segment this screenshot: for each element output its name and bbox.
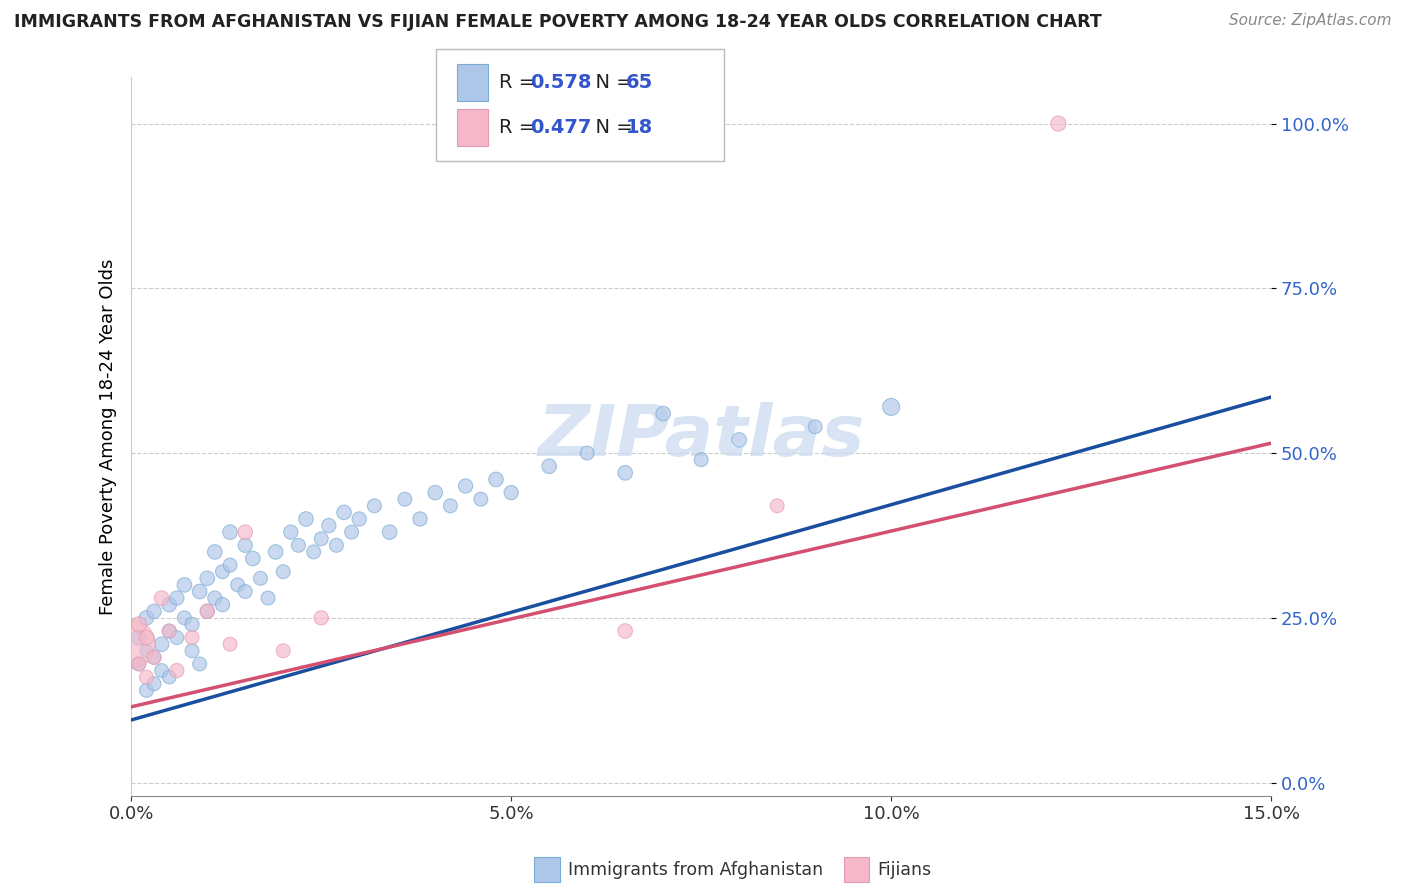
Point [233, 584, 256, 599]
Point [157, 624, 180, 638]
Point [880, 400, 903, 414]
Point [485, 472, 508, 486]
Point [120, 637, 142, 651]
Point [211, 565, 233, 579]
Point [690, 452, 713, 467]
Point [340, 525, 363, 540]
Text: Fijians: Fijians [877, 861, 931, 879]
Text: IMMIGRANTS FROM AFGHANISTAN VS FIJIAN FEMALE POVERTY AMONG 18-24 YEAR OLDS CORRE: IMMIGRANTS FROM AFGHANISTAN VS FIJIAN FE… [14, 13, 1102, 31]
Point [195, 604, 218, 618]
Point [242, 551, 264, 566]
Point [309, 532, 332, 546]
Point [378, 525, 401, 540]
Point [538, 459, 561, 474]
Text: N =: N = [583, 118, 640, 136]
Point [454, 479, 477, 493]
Point [576, 446, 599, 460]
Point [394, 492, 416, 507]
Point [766, 499, 789, 513]
Point [233, 525, 256, 540]
Point [728, 433, 751, 447]
Point [157, 624, 180, 638]
Text: 65: 65 [626, 73, 652, 92]
Text: 0.578: 0.578 [530, 73, 592, 92]
Point [295, 512, 318, 526]
Point [226, 578, 249, 592]
Point [195, 604, 218, 618]
Point [128, 657, 150, 671]
Point [501, 485, 523, 500]
Point [150, 637, 173, 651]
Point [211, 598, 233, 612]
Point [333, 505, 356, 519]
Point [135, 611, 157, 625]
Point [181, 631, 204, 645]
Point [347, 512, 370, 526]
Point [309, 611, 332, 625]
Point [280, 525, 302, 540]
Point [302, 545, 325, 559]
Text: Source: ZipAtlas.com: Source: ZipAtlas.com [1229, 13, 1392, 29]
Point [1047, 117, 1070, 131]
Point [166, 631, 188, 645]
Point [135, 683, 157, 698]
Point [157, 598, 180, 612]
Point [425, 485, 447, 500]
Point [188, 657, 211, 671]
Text: 0.477: 0.477 [530, 118, 592, 136]
Point [143, 650, 166, 665]
Point [135, 644, 157, 658]
Point [166, 664, 188, 678]
Point [143, 650, 166, 665]
Point [166, 591, 188, 605]
Point [257, 591, 280, 605]
Text: R =: R = [499, 118, 541, 136]
Point [439, 499, 461, 513]
Text: N =: N = [583, 73, 640, 92]
Point [249, 571, 271, 585]
Point [233, 538, 256, 552]
Y-axis label: Female Poverty Among 18-24 Year Olds: Female Poverty Among 18-24 Year Olds [100, 259, 117, 615]
Text: R =: R = [499, 73, 541, 92]
Point [271, 565, 294, 579]
Point [264, 545, 287, 559]
Point [143, 604, 166, 618]
Point [181, 644, 204, 658]
Point [195, 571, 218, 585]
Point [181, 617, 204, 632]
Point [409, 512, 432, 526]
Text: 18: 18 [626, 118, 652, 136]
Point [150, 664, 173, 678]
Point [363, 499, 385, 513]
Point [219, 637, 242, 651]
Point [614, 624, 637, 638]
Point [470, 492, 492, 507]
Text: ZIPatlas: ZIPatlas [537, 402, 865, 471]
Point [325, 538, 347, 552]
Point [128, 617, 150, 632]
Point [219, 525, 242, 540]
Point [271, 644, 294, 658]
Point [204, 545, 226, 559]
Point [150, 591, 173, 605]
Point [804, 419, 827, 434]
Point [128, 631, 150, 645]
Point [652, 407, 675, 421]
Point [204, 591, 226, 605]
Point [143, 677, 166, 691]
Text: Immigrants from Afghanistan: Immigrants from Afghanistan [568, 861, 823, 879]
Point [135, 670, 157, 684]
Point [318, 518, 340, 533]
Point [135, 631, 157, 645]
Point [173, 611, 195, 625]
Point [219, 558, 242, 573]
Point [173, 578, 195, 592]
Point [287, 538, 309, 552]
Point [188, 584, 211, 599]
Point [157, 670, 180, 684]
Point [128, 657, 150, 671]
Point [614, 466, 637, 480]
